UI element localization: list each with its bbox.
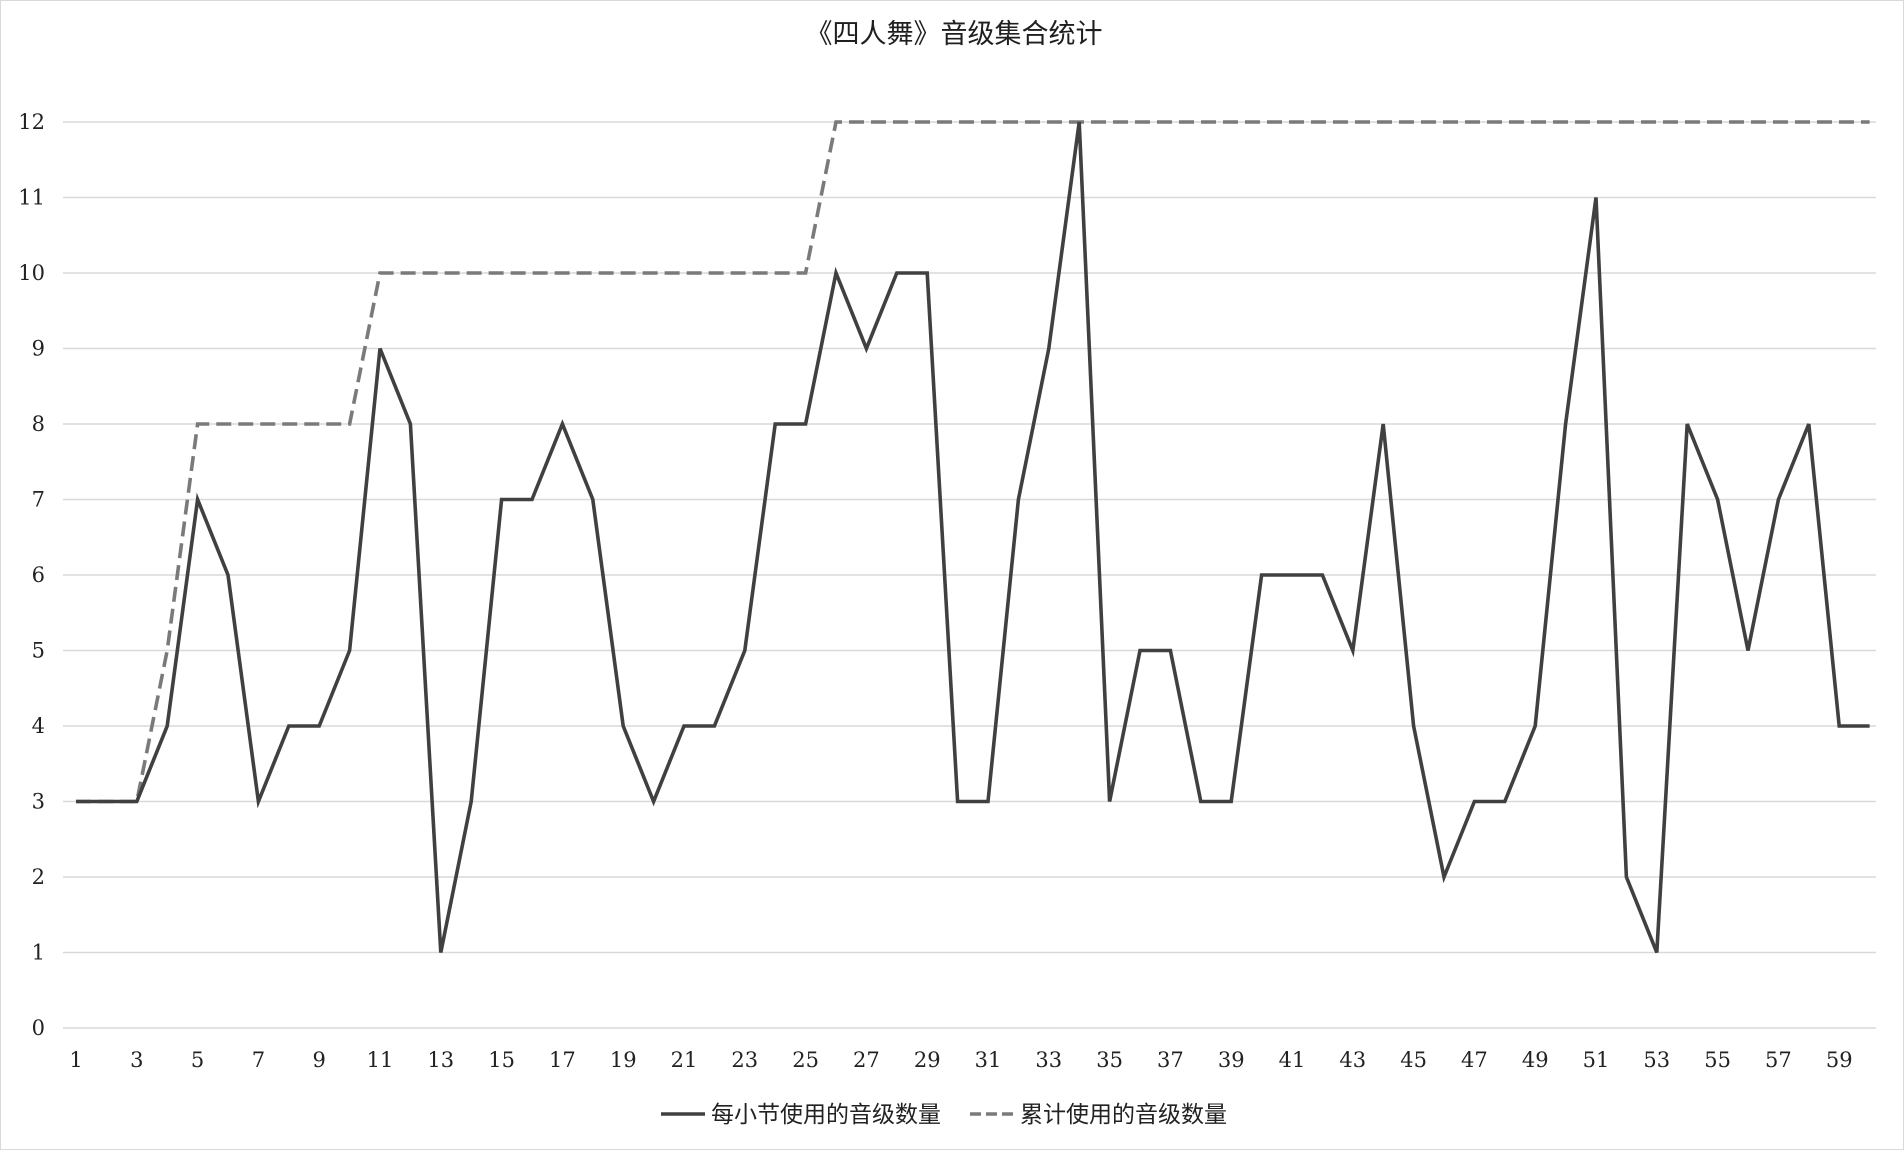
y-tick-label: 8 — [32, 412, 45, 436]
y-tick-label: 11 — [18, 186, 45, 210]
x-tick-label: 9 — [313, 1048, 326, 1072]
x-tick-label: 27 — [853, 1048, 880, 1072]
x-tick-label: 19 — [610, 1048, 637, 1072]
x-tick-label: 11 — [367, 1048, 394, 1072]
x-tick-label: 13 — [427, 1048, 454, 1072]
x-tick-label: 51 — [1583, 1048, 1610, 1072]
series-line-per-measure — [76, 121, 1870, 954]
legend: 每小节使用的音级数量 累计使用的音级数量 — [661, 1102, 1227, 1128]
x-tick-label: 15 — [488, 1048, 515, 1072]
y-tick-label: 12 — [18, 110, 45, 134]
y-tick-label: 5 — [32, 639, 45, 663]
y-tick-label: 7 — [32, 488, 45, 512]
x-tick-label: 57 — [1765, 1048, 1792, 1072]
series-line-cumulative — [76, 120, 1870, 804]
x-tick-label: 23 — [731, 1048, 758, 1072]
x-tick-label: 21 — [671, 1048, 698, 1072]
x-tick-label: 25 — [792, 1048, 819, 1072]
x-tick-label: 55 — [1704, 1048, 1731, 1072]
x-tick-label: 53 — [1643, 1048, 1670, 1072]
legend-label: 累计使用的音级数量 — [1020, 1102, 1227, 1128]
y-tick-label: 10 — [18, 261, 45, 285]
legend-label: 每小节使用的音级数量 — [711, 1102, 941, 1128]
x-tick-label: 1 — [69, 1048, 82, 1072]
series-lines — [76, 120, 1870, 954]
x-tick-label: 59 — [1826, 1048, 1853, 1072]
y-tick-label: 0 — [32, 1016, 45, 1040]
y-tick-label: 4 — [32, 714, 45, 738]
x-axis-tick-labels: 1 3 5 7 9 11 13 15 17 19 21 23 25 27 29 31 33 35 37 39 41 43 4… — [69, 1048, 1852, 1072]
chart-title: 《四人舞》音级集合统计 — [806, 19, 1103, 50]
y-tick-label: 2 — [32, 865, 45, 889]
x-tick-label: 39 — [1218, 1048, 1245, 1072]
x-tick-label: 31 — [975, 1048, 1002, 1072]
x-tick-label: 37 — [1157, 1048, 1184, 1072]
x-tick-label: 49 — [1522, 1048, 1549, 1072]
y-tick-label: 1 — [32, 941, 45, 965]
x-tick-label: 35 — [1096, 1048, 1123, 1072]
x-tick-label: 41 — [1279, 1048, 1306, 1072]
x-tick-label: 33 — [1035, 1048, 1062, 1072]
x-tick-label: 45 — [1400, 1048, 1427, 1072]
x-tick-label: 5 — [191, 1048, 204, 1072]
x-tick-label: 3 — [130, 1048, 143, 1072]
y-tick-label: 9 — [32, 337, 45, 361]
x-tick-label: 7 — [252, 1048, 265, 1072]
y-tick-label: 6 — [32, 563, 45, 587]
grid-lines — [63, 121, 1876, 1029]
x-tick-label: 43 — [1339, 1048, 1366, 1072]
x-tick-label: 47 — [1461, 1048, 1488, 1072]
y-tick-label: 3 — [32, 790, 45, 814]
x-tick-label: 17 — [549, 1048, 576, 1072]
x-tick-label: 29 — [914, 1048, 941, 1072]
